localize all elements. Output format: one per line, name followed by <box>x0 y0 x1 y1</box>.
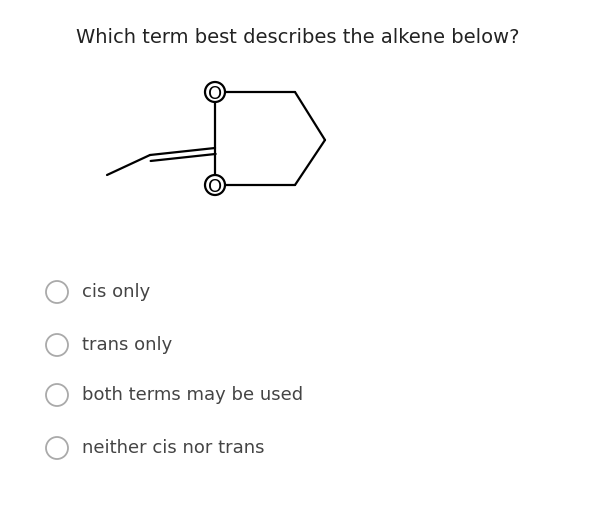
Text: O: O <box>208 178 222 196</box>
Text: cis only: cis only <box>82 283 150 301</box>
Text: neither cis nor trans: neither cis nor trans <box>82 439 265 457</box>
Text: Which term best describes the alkene below?: Which term best describes the alkene bel… <box>76 28 520 47</box>
Text: both terms may be used: both terms may be used <box>82 386 303 404</box>
Text: O: O <box>208 85 222 103</box>
Text: trans only: trans only <box>82 336 172 354</box>
Circle shape <box>205 175 225 195</box>
Circle shape <box>205 82 225 102</box>
